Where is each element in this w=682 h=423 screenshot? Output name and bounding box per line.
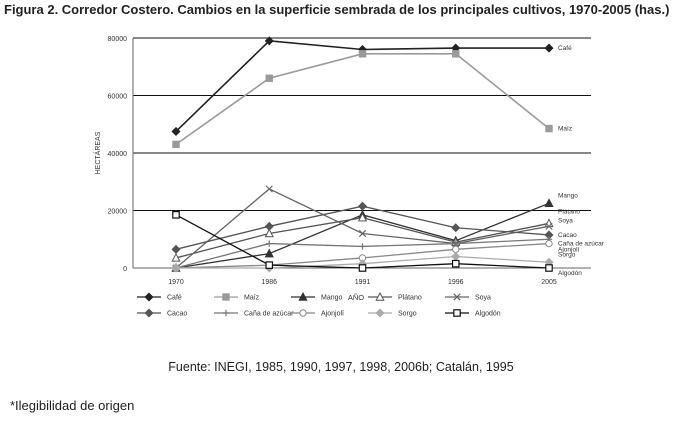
illegibility-note: *Ilegibilidad de origen <box>10 398 135 413</box>
series-soya: Soya <box>172 185 573 272</box>
legend-label: Ajonjolí <box>321 311 344 318</box>
legend-marker <box>144 308 154 318</box>
data-point <box>264 36 274 46</box>
data-point <box>264 228 274 238</box>
series-end-label: Algodón <box>558 270 582 277</box>
legend-marker <box>222 309 230 317</box>
data-point <box>265 261 274 269</box>
series-cacao: Cacao <box>171 201 577 254</box>
data-point <box>451 251 461 262</box>
data-point <box>266 240 273 247</box>
x-tick-label: 1970 <box>168 279 184 286</box>
legend-item-maiz: Maíz <box>214 293 260 302</box>
legend-label: Soya <box>475 295 491 302</box>
series-algodon: Algodón <box>172 211 582 277</box>
legend-label: Caña de azúcar <box>244 311 294 318</box>
data-point <box>171 263 181 273</box>
series-end-label: Mango <box>558 192 578 199</box>
series-line <box>175 53 550 146</box>
y-tick-label: 0 <box>123 266 127 273</box>
data-point <box>265 185 273 193</box>
x-tick-label: 1991 <box>355 279 371 286</box>
legend-label: Café <box>167 295 182 302</box>
series-end-label: Caña de azúcar <box>558 240 605 247</box>
data-point <box>358 229 367 238</box>
legend-label: Mango <box>321 295 343 302</box>
legend-item-platano: Plátano <box>368 291 422 302</box>
data-point <box>358 50 367 58</box>
x-tick-label: 2005 <box>541 279 557 286</box>
legend-label: Maíz <box>244 295 260 302</box>
legend-item-algodon: Algodón <box>445 309 501 318</box>
data-point <box>451 259 460 268</box>
data-point <box>357 201 368 211</box>
data-point <box>545 264 553 272</box>
data-point <box>171 252 181 262</box>
legend-label: Algodón <box>475 311 501 318</box>
legend-marker <box>375 291 385 301</box>
data-point <box>544 43 554 53</box>
legend-item-ajonjoli: Ajonjolí <box>291 309 344 318</box>
y-tick-label: 80000 <box>108 36 128 43</box>
legend-marker <box>222 293 230 301</box>
legend-item-mango: Mango <box>291 291 343 302</box>
series-end-label: Cacao <box>558 232 577 239</box>
x-axis-label: AÑO <box>348 293 364 302</box>
legend-item-cacao: Cacao <box>137 308 187 318</box>
series-end-label: Sorgo <box>558 251 576 258</box>
y-axis-label: HECTÁREAS <box>93 131 102 174</box>
legend-marker <box>453 309 461 317</box>
legend-item-cafe: Café <box>137 292 182 302</box>
legend-marker <box>144 292 154 302</box>
data-point <box>265 74 273 82</box>
legend-label: Sorgo <box>398 311 417 318</box>
x-tick-label: 1996 <box>448 279 464 286</box>
legend-item-soya: Soya <box>445 293 491 302</box>
series-end-label: Ajonjolí <box>558 247 580 254</box>
y-tick-label: 40000 <box>108 151 128 158</box>
data-point <box>359 243 366 250</box>
legend-label: Plátano <box>398 295 422 302</box>
line-chart: 0 20000 40000 60000 80000 1970 1986 1991 1996 200… <box>93 36 605 318</box>
legend-marker <box>299 309 307 317</box>
data-point <box>172 140 180 149</box>
legend-item-sorgo: Sorgo <box>368 308 417 318</box>
data-point <box>171 244 181 254</box>
legend-label: Cacao <box>167 311 187 318</box>
series-line <box>175 217 550 259</box>
x-tick-label: 1986 <box>261 279 277 286</box>
data-point <box>451 223 461 233</box>
data-point <box>171 126 181 136</box>
y-tick-label: 20000 <box>108 209 128 216</box>
data-point <box>452 245 460 254</box>
source-caption: Fuente: INEGI, 1985, 1990, 1997, 1998, 2… <box>168 360 514 374</box>
series-sorgo: Sorgo <box>171 251 576 273</box>
data-point <box>264 248 274 258</box>
data-point <box>357 212 368 222</box>
data-point <box>545 222 553 230</box>
series-end-label: Café <box>558 45 572 52</box>
series-end-label: Maíz <box>558 126 572 133</box>
data-point <box>358 264 367 272</box>
legend-marker <box>298 291 308 301</box>
data-point <box>264 221 274 231</box>
figure-title: Figura 2. Corredor Costero. Cambios en l… <box>4 2 670 17</box>
series-end-label: Plátano <box>558 208 580 215</box>
legend-item-cana-de-azucar: Caña de azúcar <box>214 309 294 318</box>
data-point <box>452 50 460 58</box>
data-point <box>172 211 180 219</box>
legend-marker <box>453 293 461 301</box>
series-cafe: Café <box>171 36 572 136</box>
data-point <box>545 124 553 133</box>
data-point <box>545 239 553 248</box>
y-tick-label: 60000 <box>108 94 128 101</box>
series-maiz: Maíz <box>172 50 572 149</box>
legend-marker <box>375 308 385 318</box>
data-point <box>544 198 554 208</box>
series-end-label: Soya <box>558 217 573 224</box>
